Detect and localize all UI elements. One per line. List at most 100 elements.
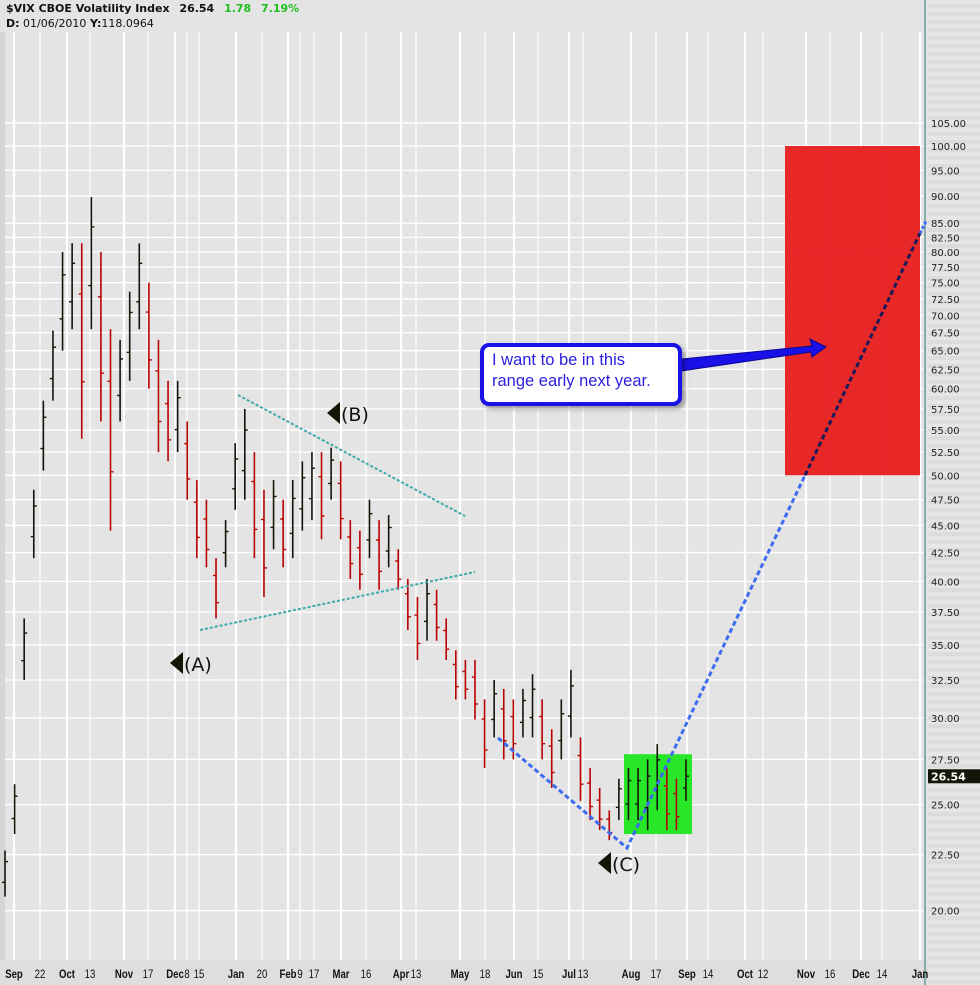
axis-stripe [928, 800, 980, 804]
axis-stripe [928, 544, 980, 548]
axis-stripe [928, 440, 980, 444]
price-bar [452, 650, 459, 700]
price-bar [328, 447, 335, 500]
axis-stripe [928, 608, 980, 612]
price-bar [251, 452, 258, 559]
axis-stripe [928, 568, 980, 572]
price-bar [193, 480, 200, 559]
cursor-readout: D: 01/06/2010 Y:118.0964 [6, 17, 154, 30]
axis-stripe [928, 176, 980, 180]
axis-stripe [928, 784, 980, 788]
last-price-tag-text: 26.54 [931, 770, 966, 783]
x-tick-label: 12 [758, 968, 769, 981]
axis-stripe [928, 840, 980, 844]
axis-stripe [928, 72, 980, 76]
x-tick-label: 17 [309, 968, 320, 981]
axis-stripe [928, 816, 980, 820]
x-tick-label: 13 [85, 968, 96, 981]
axis-stripe [928, 120, 980, 124]
axis-stripe [928, 960, 980, 964]
axis-stripe [928, 576, 980, 580]
axis-stripe [928, 96, 980, 100]
x-tick-label: 20 [257, 968, 268, 981]
y-tick-label: 70.00 [931, 311, 960, 322]
axis-stripe [928, 648, 980, 652]
price-bar [673, 778, 680, 831]
last-price: 26.54 [179, 2, 215, 15]
x-tick-label: 14 [703, 968, 714, 981]
price-bar [548, 729, 555, 788]
projection-line-end [918, 220, 928, 234]
axis-stripe [928, 536, 980, 540]
wave-label-c: (C) [598, 852, 640, 876]
chart-title-bar: $VIX CBOE Volatility Index 26.54 1.78 7.… [6, 2, 299, 15]
y-tick-label: 65.00 [931, 347, 960, 358]
price-bar [78, 243, 85, 439]
axis-stripe [928, 48, 980, 52]
projection-line-in-zone [803, 232, 922, 476]
axis-stripe [928, 888, 980, 892]
axis-stripe [928, 704, 980, 708]
price-bar [213, 558, 220, 619]
price-bar [270, 480, 277, 550]
last-price-tag [928, 769, 980, 784]
price-bar [260, 489, 267, 598]
axis-stripe [928, 376, 980, 380]
price-bar [366, 499, 373, 559]
y-tick-label: 62.50 [931, 365, 960, 376]
x-tick-label: Nov [115, 968, 133, 981]
price-bar [635, 768, 642, 821]
axis-stripe [928, 320, 980, 324]
label-c-text: (C) [612, 854, 641, 876]
axis-stripe [928, 416, 980, 420]
price-bar [203, 499, 210, 568]
price-bar [88, 197, 95, 330]
y-tick-label: 32.50 [931, 676, 960, 687]
axis-stripe [928, 592, 980, 596]
y-tick-label: 105.00 [931, 119, 966, 130]
axis-stripe [928, 192, 980, 196]
left-scroll-edge [0, 32, 5, 960]
x-tick-label: 15 [194, 968, 205, 981]
axis-stripe [928, 200, 980, 204]
axis-stripe [928, 88, 980, 92]
y-tick-label: 40.00 [931, 577, 960, 588]
price-bar [356, 530, 363, 590]
axis-stripe [928, 632, 980, 636]
axis-stripe [928, 712, 980, 716]
price-bar [644, 759, 651, 831]
price-bar [414, 597, 421, 660]
x-tick-label: 17 [143, 968, 154, 981]
price-bar [481, 699, 488, 769]
symbol-title: $VIX CBOE Volatility Index [6, 2, 170, 15]
axis-stripe [928, 328, 980, 332]
x-tick-label: 14 [877, 968, 888, 981]
x-tick-label: Jun [505, 968, 522, 981]
y-tick-label: 30.00 [931, 714, 960, 725]
axis-stripe [928, 488, 980, 492]
x-tick-label: 13 [578, 968, 589, 981]
axis-stripe [928, 0, 980, 4]
axis-stripe [928, 336, 980, 340]
axis-stripe [928, 640, 980, 644]
axis-stripe [928, 832, 980, 836]
axis-stripe [928, 896, 980, 900]
price-bar [184, 421, 191, 500]
price-bar [222, 520, 229, 568]
axis-stripe [928, 344, 980, 348]
price-bar [577, 737, 584, 801]
triangle-left-icon [170, 652, 183, 674]
axis-stripe [928, 656, 980, 660]
axis-stripe [928, 456, 980, 460]
x-tick-label: 22 [35, 968, 46, 981]
y-tick-label: 27.50 [931, 755, 960, 766]
axis-stripe [928, 792, 980, 796]
price-bar [337, 461, 344, 540]
price-bar [40, 400, 47, 471]
axis-stripe [928, 56, 980, 60]
x-tick-label: 16 [825, 968, 836, 981]
axis-stripe [928, 952, 980, 956]
price-bar [126, 291, 133, 381]
